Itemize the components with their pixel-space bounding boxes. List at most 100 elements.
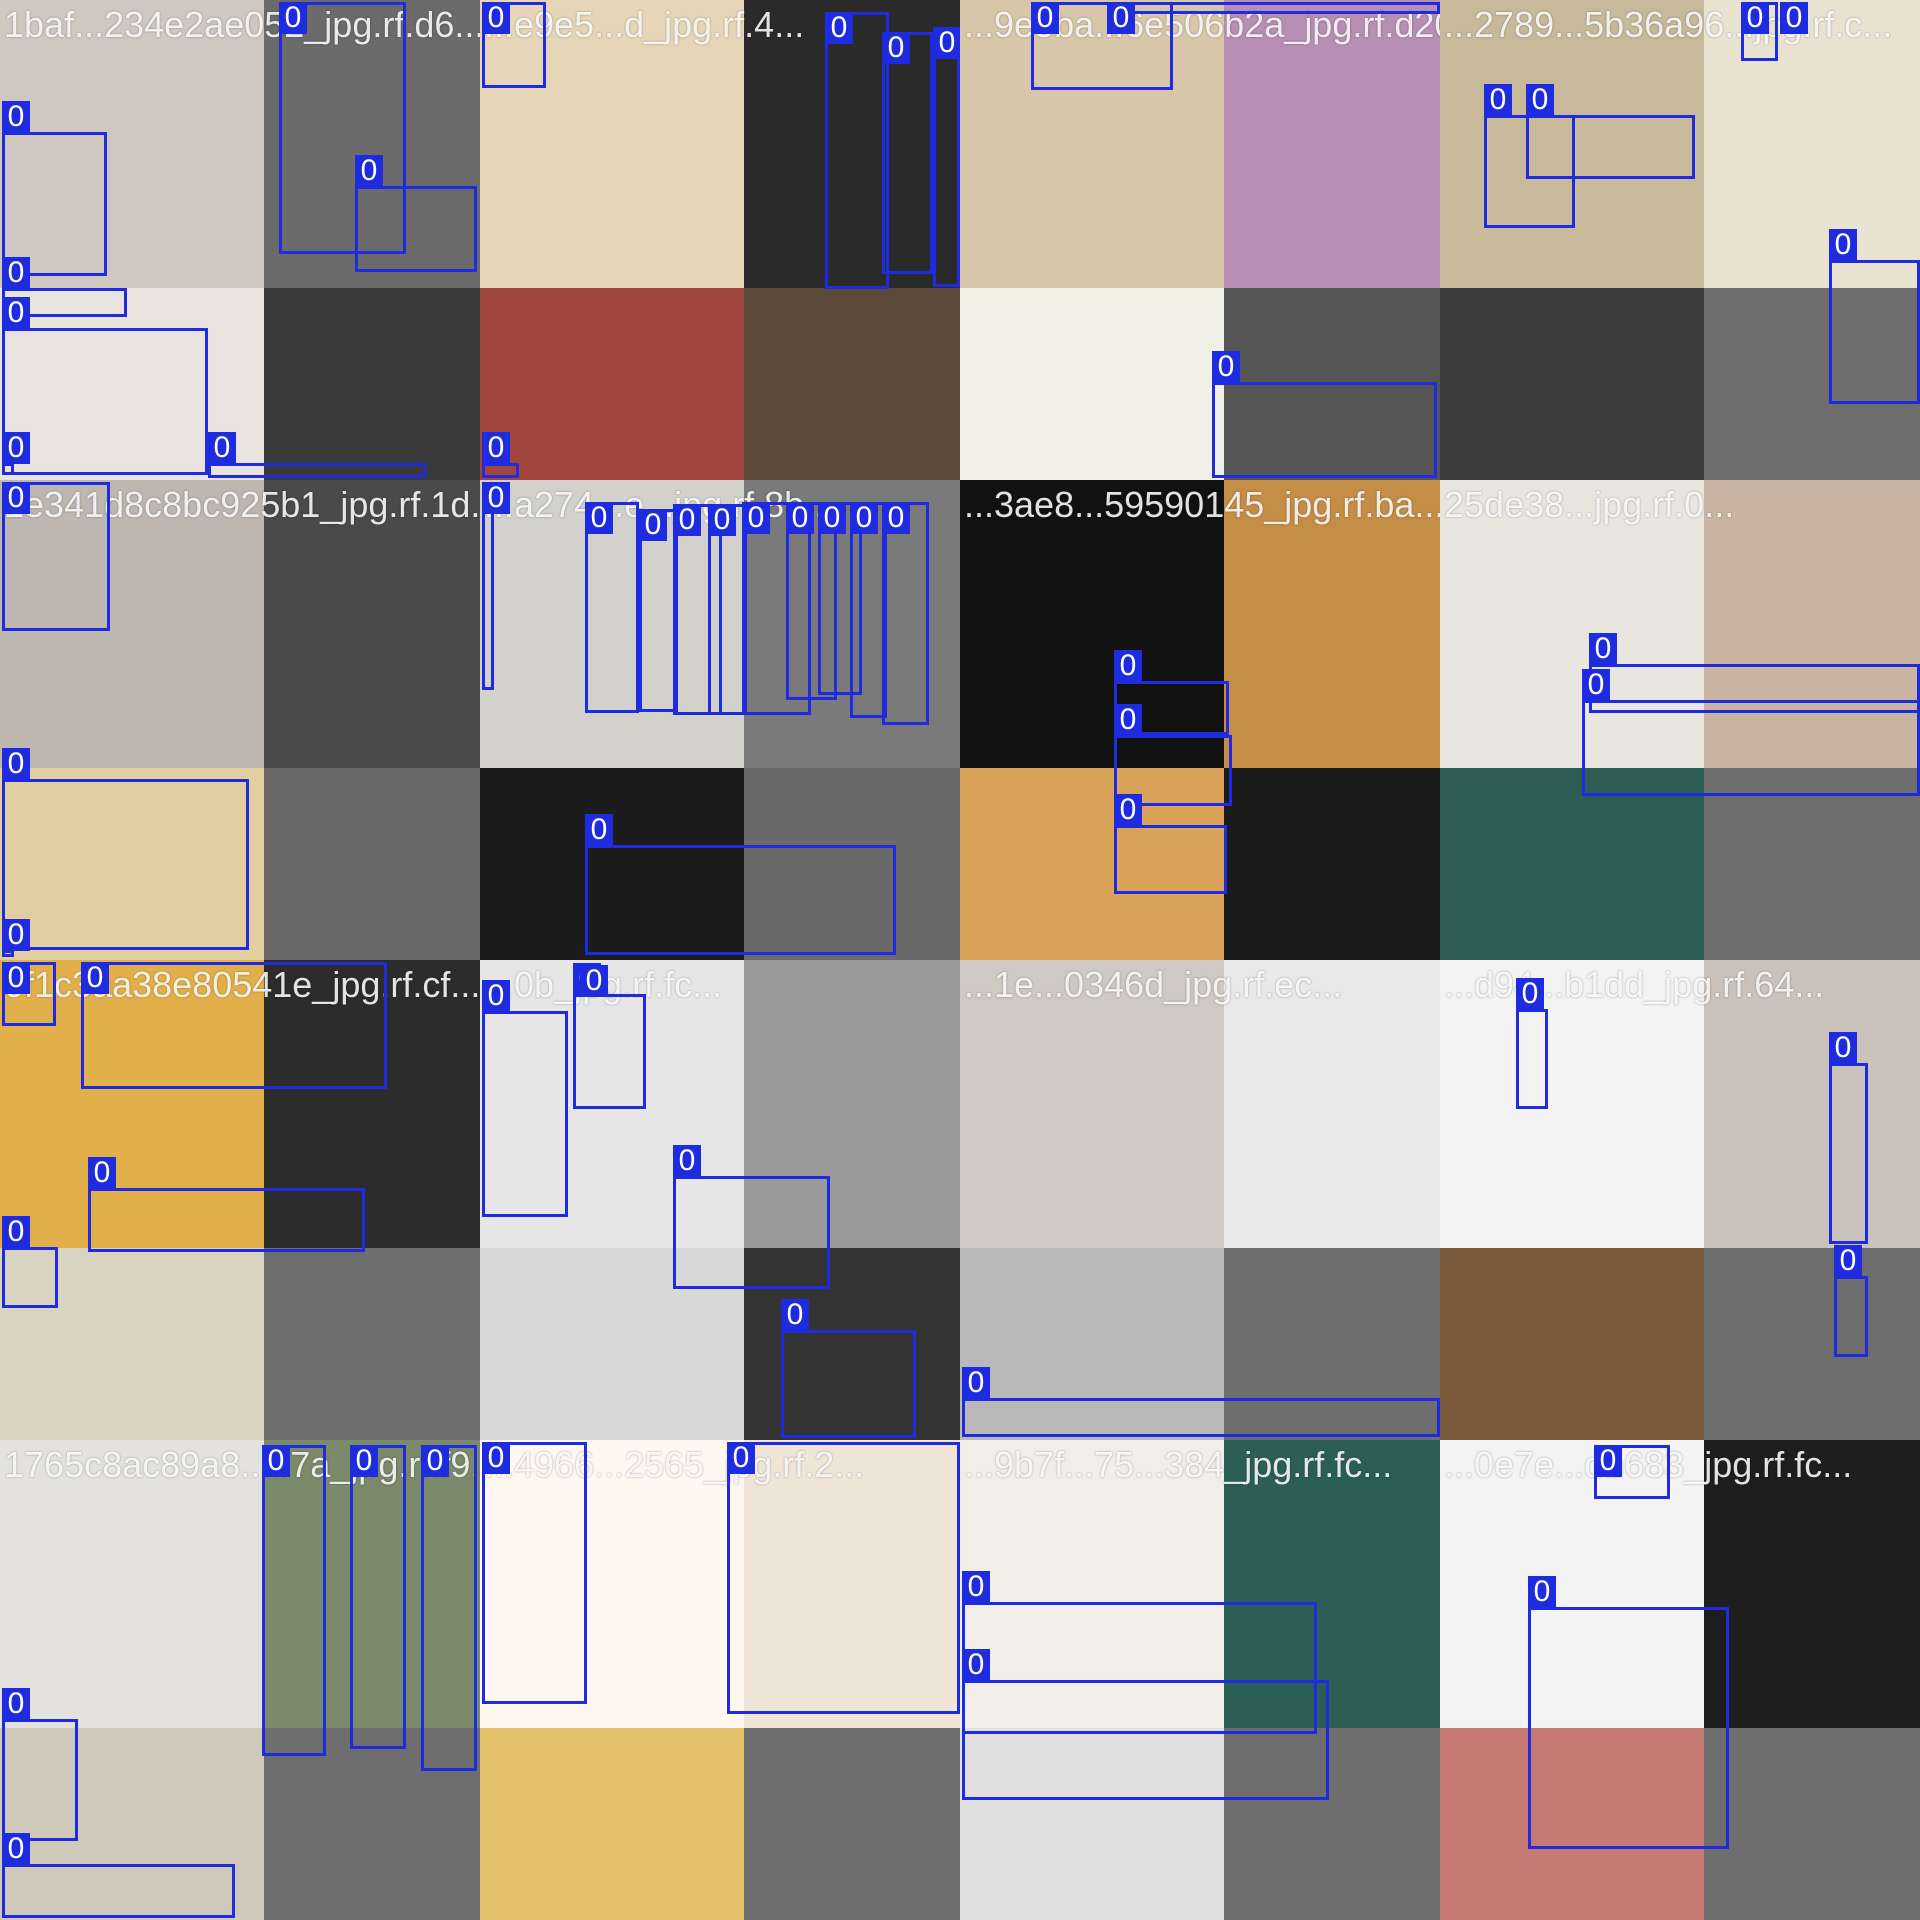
mosaic-tile: 1baf...234e2ae052_jpg.rf.d6... 0 0 0 0 0 0 0 bbox=[0, 0, 480, 480]
bounding-box: 0 bbox=[673, 1145, 830, 1289]
tile-filename: ...9b7f...75...384_jpg.rf.fc... bbox=[964, 1444, 1393, 1485]
mosaic-tile: ...2789...5b36a96...jpg.rf.c... 0 0 0 0 0 bbox=[1440, 0, 1920, 480]
class-label: 0 bbox=[933, 27, 960, 59]
class-label: 0 bbox=[482, 432, 510, 464]
photo-region bbox=[480, 1440, 744, 1728]
photo-region bbox=[480, 768, 744, 960]
class-label: 0 bbox=[962, 1367, 990, 1399]
mosaic-tile: ...e9e5...d_jpg.rf.4... 0 0 0 0 0 bbox=[480, 0, 960, 480]
class-label: 0 bbox=[421, 1445, 449, 1477]
photo-region bbox=[1440, 1248, 1704, 1440]
tile-filename: 25de38...jpg.rf.0... bbox=[1444, 484, 1735, 525]
tile-filename: 1765c8ac89a8...07a_jpg.rf.f9... bbox=[4, 1444, 480, 1485]
class-label: 0 bbox=[482, 1442, 510, 1474]
photo-region bbox=[1704, 1248, 1920, 1440]
bounding-box: 0 bbox=[962, 1649, 1329, 1800]
photo-region bbox=[744, 288, 960, 480]
bounding-box: 0 bbox=[727, 1442, 960, 1714]
class-label: 0 bbox=[262, 1445, 290, 1477]
bounding-box: 0 bbox=[585, 814, 896, 955]
class-label: 0 bbox=[81, 962, 109, 994]
mosaic-tile: ...4966...2565_jpg.rf.2... 0 0 bbox=[480, 1440, 960, 1920]
class-label: 0 bbox=[1834, 1245, 1862, 1277]
class-label: 0 bbox=[850, 502, 878, 534]
class-label: 0 bbox=[2, 297, 30, 329]
class-label: 0 bbox=[1212, 351, 1240, 383]
photo-region bbox=[1440, 768, 1704, 960]
photo-region bbox=[0, 960, 264, 1248]
photo-region bbox=[480, 1728, 744, 1920]
bounding-box: 0 bbox=[1780, 2, 1808, 34]
photo-region bbox=[1224, 480, 1440, 768]
mosaic-tile: 25de38...jpg.rf.0... 0 0 bbox=[1440, 480, 1920, 960]
bounding-box: 0 bbox=[1031, 2, 1173, 90]
bounding-box: 0 bbox=[1528, 1576, 1729, 1849]
class-label: 0 bbox=[639, 509, 667, 541]
bounding-box: 0 bbox=[2, 919, 30, 957]
tile-filename: ...3ae8...59590145_jpg.rf.ba... bbox=[964, 484, 1440, 525]
photo-region bbox=[1440, 288, 1704, 480]
bounding-box: 0 bbox=[818, 502, 862, 695]
photo-region bbox=[480, 288, 744, 480]
photo-region bbox=[1224, 0, 1440, 288]
photo-region bbox=[1224, 1248, 1440, 1440]
bounding-box: 0 bbox=[482, 2, 546, 88]
class-label: 0 bbox=[1829, 1032, 1857, 1064]
bounding-box: 0 bbox=[1516, 978, 1548, 1109]
tile-filename: 1baf...234e2ae052_jpg.rf.d6... bbox=[4, 4, 480, 45]
bounding-box: 0 bbox=[2, 748, 249, 950]
bounding-box: 0 bbox=[1114, 650, 1229, 735]
class-label: 0 bbox=[1114, 704, 1142, 736]
bounding-box: 0 bbox=[482, 482, 510, 690]
tile-filename: ...d94...b1dd_jpg.rf.64... bbox=[1444, 964, 1825, 1005]
photo-region bbox=[960, 480, 1224, 768]
photo-region bbox=[1704, 1440, 1920, 1728]
mosaic-tile: ...1e...0346d_jpg.rf.ec... 0 bbox=[960, 960, 1440, 1440]
class-label: 0 bbox=[962, 1571, 990, 1603]
class-label: 0 bbox=[1829, 229, 1857, 261]
bounding-box: 0 bbox=[2, 432, 30, 475]
class-label: 0 bbox=[355, 155, 383, 187]
class-label: 0 bbox=[585, 502, 613, 534]
photo-region bbox=[744, 768, 960, 960]
photo-region bbox=[264, 1728, 480, 1920]
class-label: 0 bbox=[1528, 1576, 1556, 1608]
bounding-box: 0 bbox=[673, 504, 722, 715]
class-label: 0 bbox=[1741, 2, 1769, 34]
bounding-box: 0 bbox=[825, 12, 889, 289]
mosaic-tile: ...9e5ba...6e506b2a_jpg.rf.d20... 0 0 0 bbox=[960, 0, 1440, 480]
class-label: 0 bbox=[2, 101, 30, 133]
class-label: 0 bbox=[1484, 84, 1512, 116]
tile-filename: ...4966...2565_jpg.rf.2... bbox=[484, 1444, 865, 1485]
bounding-box: 0 bbox=[88, 1157, 365, 1252]
bounding-box: 0 bbox=[1114, 704, 1232, 806]
class-label: 0 bbox=[208, 432, 236, 464]
class-label: 0 bbox=[882, 32, 910, 64]
bounding-box: 0 bbox=[1594, 1445, 1670, 1499]
bounding-box: 0 bbox=[1834, 1245, 1868, 1357]
mosaic-tile: ...0e7e...db683_jpg.rf.fc... 0 0 bbox=[1440, 1440, 1920, 1920]
photo-region bbox=[744, 0, 960, 288]
photo-region bbox=[1440, 960, 1704, 1248]
tile-filename: ...e9e5...d_jpg.rf.4... bbox=[484, 4, 805, 45]
photo-region bbox=[1440, 480, 1704, 768]
class-label: 0 bbox=[882, 502, 910, 534]
class-label: 0 bbox=[708, 504, 736, 536]
class-label: 0 bbox=[2, 432, 30, 464]
class-label: 0 bbox=[1594, 1445, 1622, 1477]
photo-region bbox=[744, 1248, 960, 1440]
class-label: 0 bbox=[2, 919, 30, 951]
bounding-box: 0 bbox=[708, 504, 747, 715]
class-label: 0 bbox=[1582, 669, 1610, 701]
bounding-box: 0 bbox=[1114, 794, 1227, 894]
class-label: 0 bbox=[742, 502, 770, 534]
class-label: 0 bbox=[781, 1299, 809, 1331]
class-label: 0 bbox=[482, 482, 510, 514]
bounding-box: 0 bbox=[933, 27, 960, 287]
photo-region bbox=[1224, 768, 1440, 960]
photo-region bbox=[264, 0, 480, 288]
photo-region bbox=[480, 960, 744, 1248]
bounding-box: 0 bbox=[2, 1688, 78, 1841]
photo-region bbox=[960, 1728, 1224, 1920]
